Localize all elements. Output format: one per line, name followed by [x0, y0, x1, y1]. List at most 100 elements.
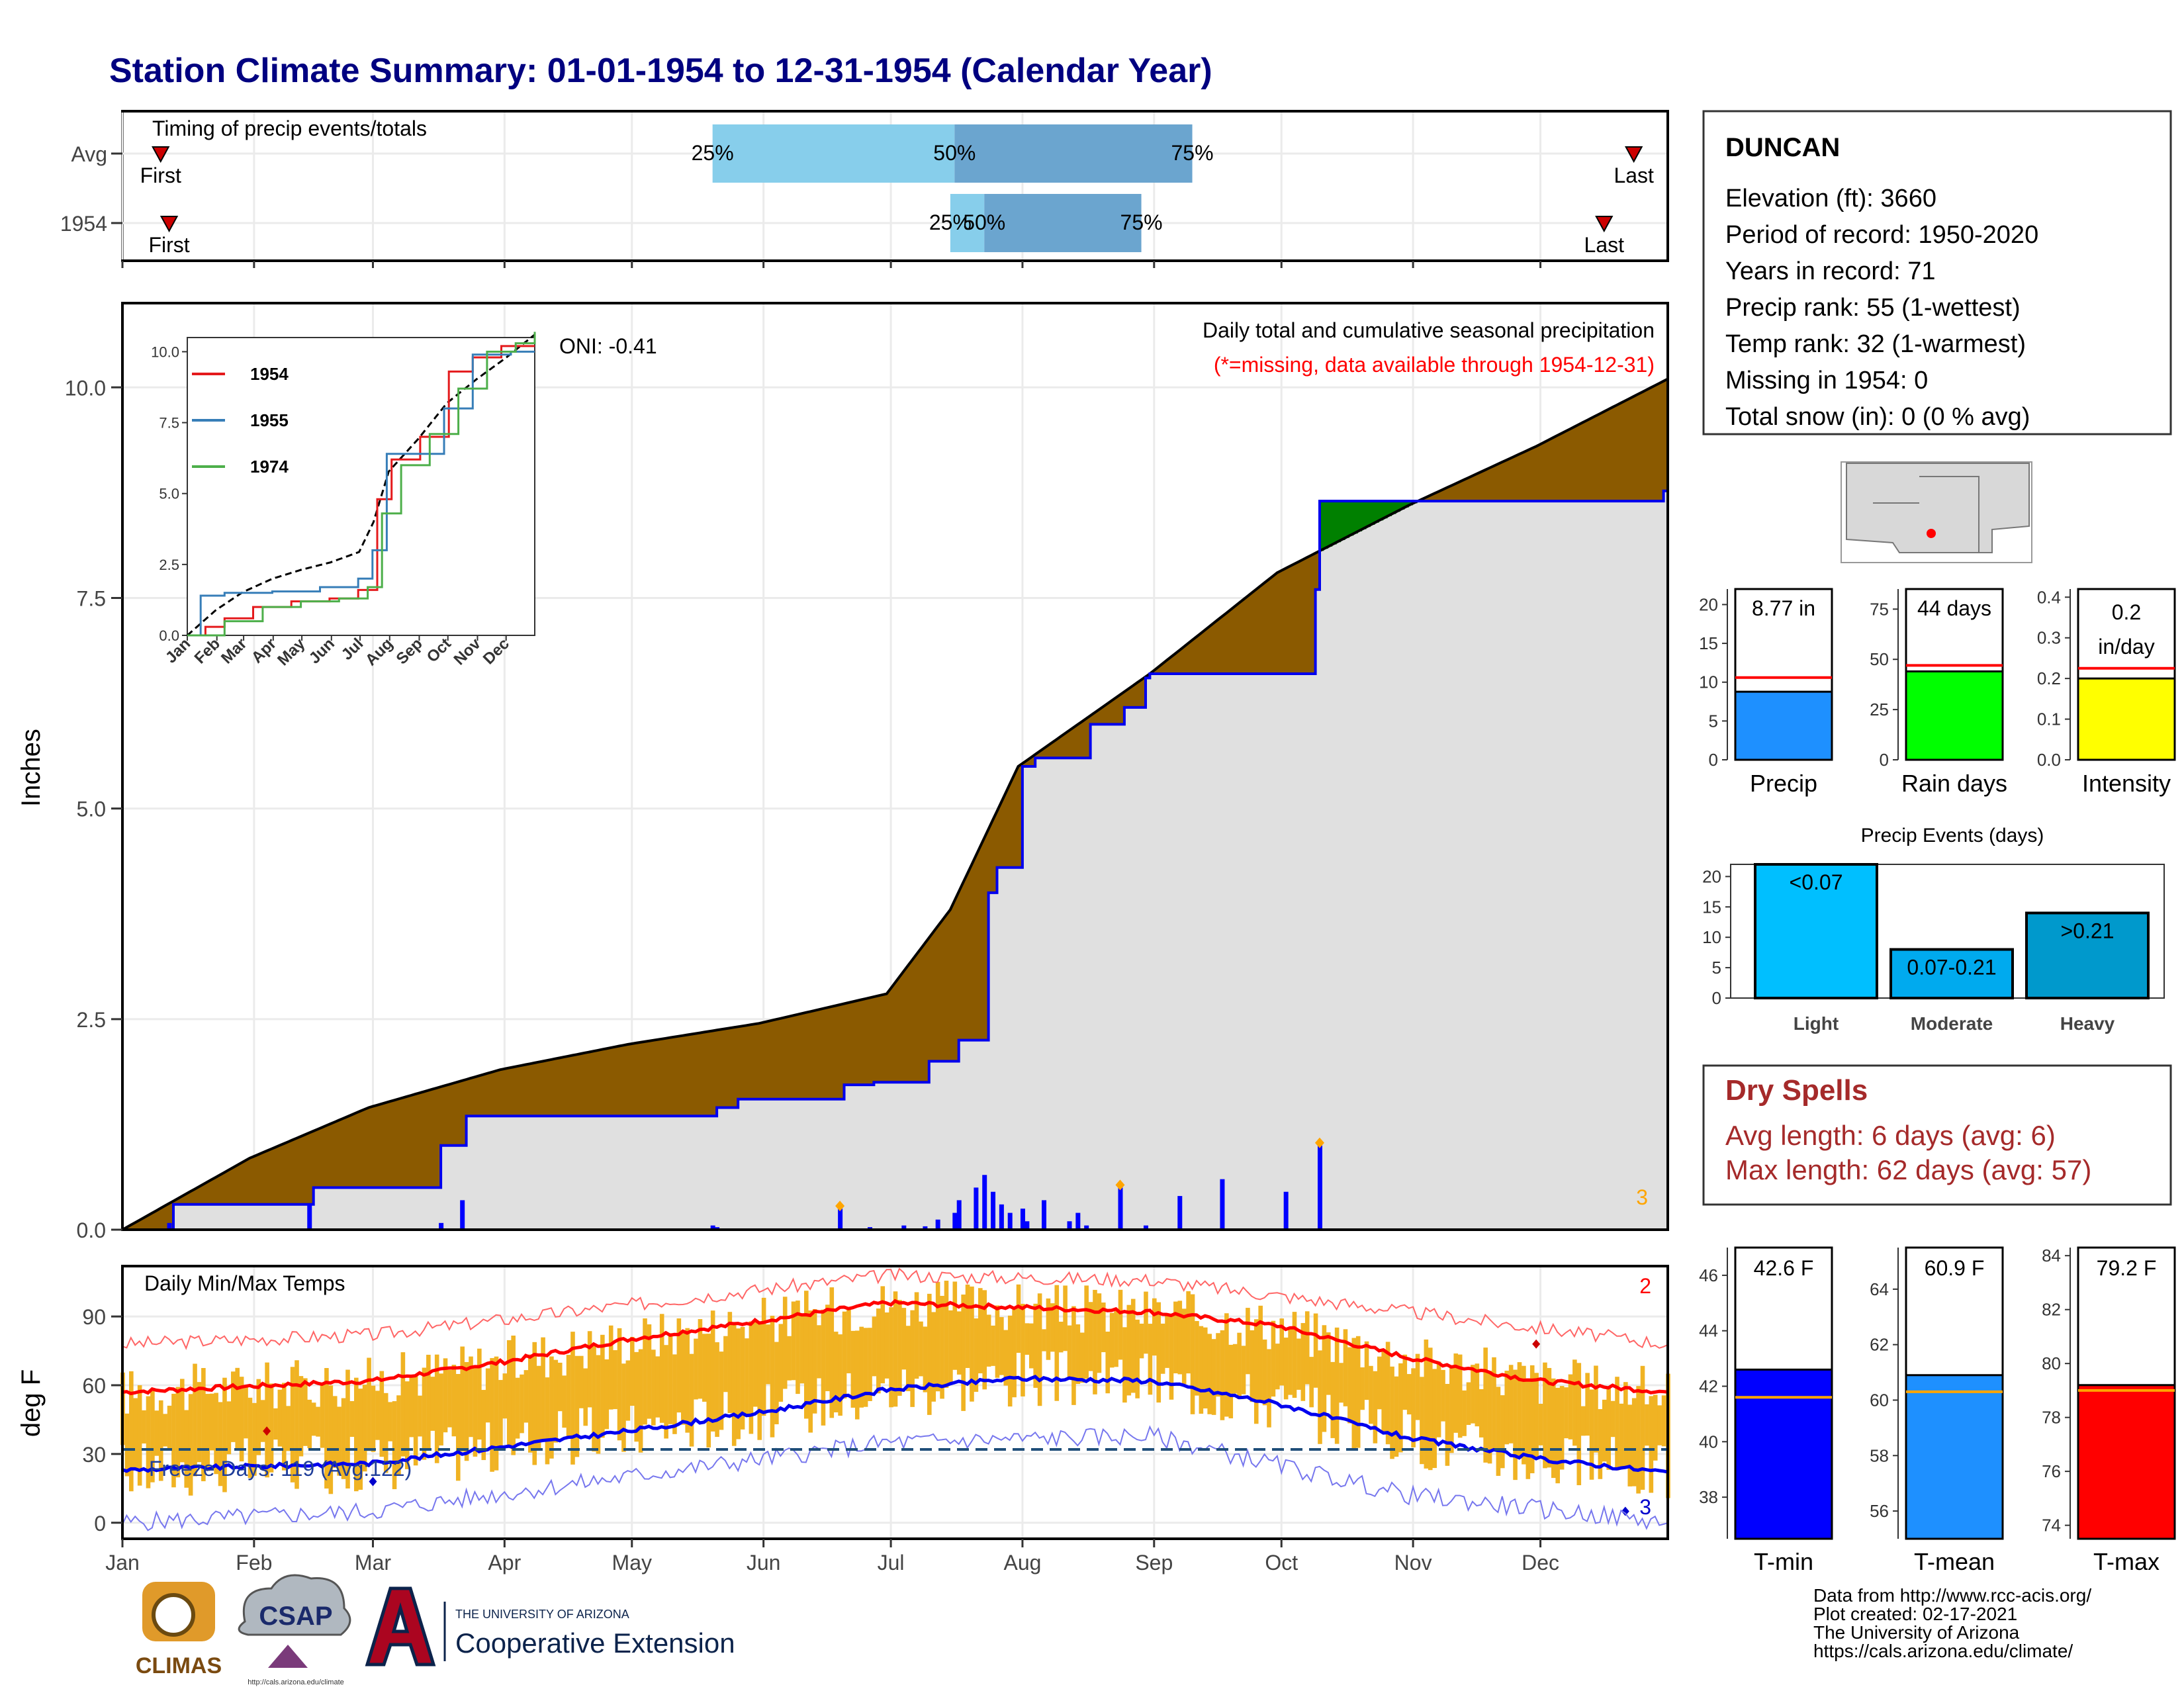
- daily-temp-bar: [1334, 1327, 1340, 1444]
- month-label: Feb: [236, 1551, 272, 1575]
- daily-temp-bar: [1097, 1293, 1102, 1373]
- daily-temp-bar: [1475, 1363, 1480, 1427]
- map-region: [1846, 463, 2030, 553]
- freeze-days-label: Freeze Days: 119 (Avg:122): [149, 1457, 412, 1481]
- daily-precip-bar: [1177, 1196, 1183, 1230]
- daily-temp-bar: [829, 1287, 835, 1418]
- daily-temp-bar: [766, 1324, 770, 1385]
- daily-temp-bar: [1653, 1394, 1658, 1461]
- daily-precip-bar: [307, 1204, 312, 1230]
- daily-temp-bar: [587, 1331, 592, 1408]
- daily-temp-bar: [868, 1328, 872, 1401]
- daily-temp-bar: [1241, 1346, 1246, 1394]
- daily-temp-bar: [404, 1381, 410, 1469]
- daily-temp-bar: [197, 1382, 202, 1463]
- temp-summary-tick-label: 84: [2042, 1246, 2061, 1265]
- daily-temp-bar: [1220, 1330, 1225, 1420]
- timing-p25-label: 25%: [929, 210, 972, 234]
- daily-temp-bar: [1300, 1323, 1306, 1401]
- daily-temp-bar: [1457, 1354, 1463, 1438]
- precip-events-chart: 0 5 10 15 20 <0.07 Light 0.07-0.21 Moderate >0.21…: [1702, 863, 2165, 1034]
- daily-temp-bar: [1508, 1365, 1514, 1443]
- daily-temp-bar: [1589, 1389, 1594, 1480]
- daily-temp-bar: [655, 1356, 660, 1418]
- summary-value-label: 44 days: [1917, 596, 1991, 620]
- daily-temp-bar: [821, 1309, 826, 1426]
- daily-temp-bar: [1534, 1373, 1539, 1460]
- daily-temp-bar: [761, 1297, 766, 1416]
- ua-logo: THE UNIVERSITY OF ARIZONA Cooperative Ex…: [365, 1586, 735, 1667]
- daily-temp-bar: [167, 1405, 172, 1449]
- summary-tick-label: 5: [1709, 711, 1718, 731]
- daily-temp-bar: [1657, 1405, 1662, 1445]
- daily-temp-bar: [659, 1314, 664, 1423]
- daily-temp-bar: [1232, 1344, 1238, 1394]
- summary-tick-label: 0: [1709, 750, 1718, 770]
- month-label: May: [612, 1551, 652, 1575]
- station-info-line: Precip rank: 55 (1-wettest): [1725, 294, 2021, 322]
- temp-summary-bar: [2077, 1384, 2176, 1540]
- daily-temp-bar: [1237, 1332, 1242, 1399]
- month-label: Oct: [1265, 1551, 1298, 1575]
- daily-temp-bar: [137, 1385, 142, 1486]
- daily-temp-bar: [625, 1360, 631, 1421]
- daily-temp-bar: [592, 1346, 596, 1452]
- daily-temp-bar: [142, 1410, 146, 1444]
- daily-temp-bar: [1195, 1321, 1199, 1396]
- daily-temp-bar: [1169, 1313, 1174, 1400]
- daily-temp-bar: [1377, 1356, 1382, 1410]
- daily-temp-bar: [923, 1326, 928, 1393]
- daily-temp-bar: [974, 1318, 979, 1392]
- daily-temp-bar: [872, 1316, 877, 1377]
- precip-y-tick-label: 10.0: [65, 376, 106, 400]
- daily-temp-bar: [956, 1311, 962, 1375]
- daily-temp-bar: [379, 1371, 385, 1457]
- summary-tick-label: 25: [1870, 700, 1889, 719]
- station-info-line: Temp rank: 32 (1-warmest): [1725, 330, 2026, 358]
- daily-temp-bar: [209, 1393, 214, 1451]
- daily-temp-bar: [214, 1393, 218, 1475]
- daily-temp-bar: [553, 1359, 559, 1443]
- daily-temp-bar: [1538, 1404, 1543, 1445]
- daily-temp-bar: [1449, 1367, 1454, 1453]
- daily-temp-bar: [796, 1301, 800, 1394]
- daily-temp-bar: [1615, 1377, 1619, 1471]
- timing-box-lower: [712, 124, 955, 183]
- year-cumulative-fill: [122, 490, 1668, 1230]
- daily-temp-bar: [494, 1356, 499, 1471]
- inset-y-tick-label: 2.5: [159, 557, 179, 573]
- events-tick-label: 20: [1702, 866, 1721, 886]
- daily-temp-bar: [332, 1396, 338, 1468]
- record-high-count: 2: [1639, 1274, 1651, 1298]
- daily-temp-bar: [1021, 1304, 1025, 1396]
- daily-temp-bar: [608, 1325, 614, 1410]
- daily-temp-bar: [1024, 1323, 1030, 1355]
- daily-temp-bar: [952, 1281, 958, 1370]
- daily-temp-bar: [295, 1360, 299, 1489]
- daily-temp-bar: [1122, 1327, 1127, 1403]
- precip-event-bar: [1754, 863, 1878, 999]
- daily-temp-bar: [1369, 1365, 1373, 1424]
- daily-temp-bar: [1445, 1383, 1450, 1466]
- daily-temp-bar: [226, 1401, 232, 1455]
- station-info-line: Missing in 1954: 0: [1725, 367, 1928, 394]
- daily-temp-bar: [1126, 1304, 1132, 1396]
- daily-temp-bar: [193, 1363, 197, 1477]
- daily-temp-bar: [1156, 1302, 1161, 1403]
- daily-precip-bar: [1024, 1221, 1030, 1230]
- daily-temp-bar: [715, 1342, 719, 1438]
- daily-precip-bar: [1075, 1212, 1081, 1230]
- summary-bar-name: Intensity: [2082, 770, 2171, 797]
- temp-summary-tick-label: 64: [1870, 1279, 1889, 1299]
- daily-temp-bar: [1271, 1320, 1276, 1397]
- daily-temp-bar: [426, 1354, 431, 1449]
- daily-temp-bar: [596, 1355, 601, 1454]
- daily-temp-bar: [460, 1346, 465, 1452]
- precip-extreme-marker: [1314, 1137, 1324, 1148]
- daily-temp-bar: [1406, 1374, 1412, 1415]
- daily-temp-bar: [1309, 1357, 1314, 1408]
- daily-temp-bar: [1661, 1395, 1666, 1447]
- daily-precip-bar: [1042, 1200, 1047, 1230]
- daily-temp-bar: [256, 1379, 261, 1455]
- daily-temp-bar: [481, 1390, 486, 1461]
